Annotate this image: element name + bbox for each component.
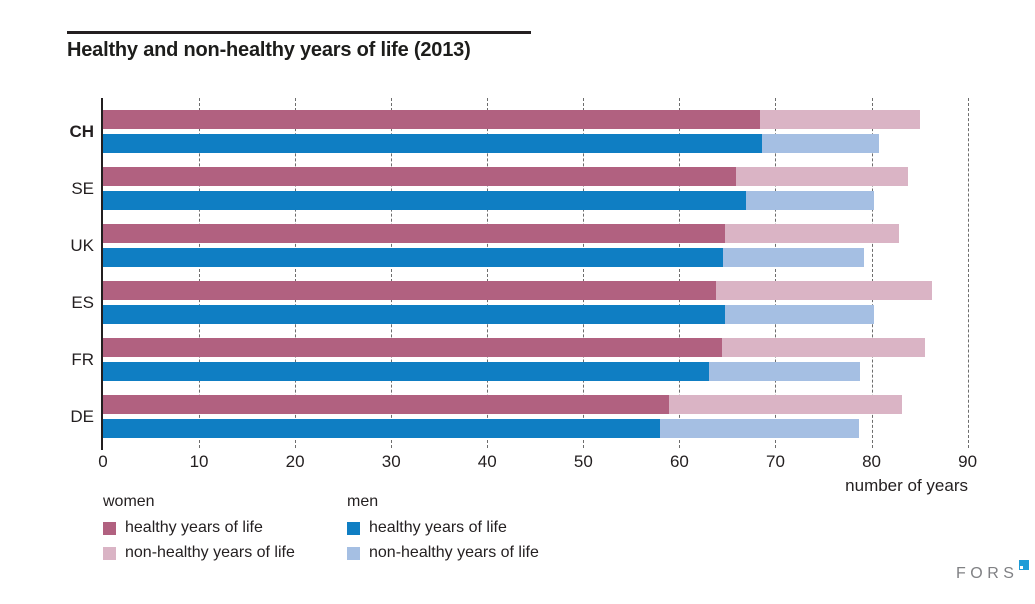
x-tick-label-10: 10 [189,452,209,471]
bar-se-women-healthy-segment [103,167,737,186]
bar-uk-women [103,224,900,243]
bar-de-men-healthy-segment [103,419,661,438]
legend-item-women-healthy: healthy years of life [103,518,263,538]
gridline-30 [391,98,393,448]
bar-es-women-non-healthy-segment [715,281,933,300]
gridline-10 [199,98,201,448]
gridline-40 [487,98,489,448]
legend-item-men-non-healthy: non-healthy years of life [347,543,539,563]
country-label-uk: UK [70,236,94,255]
bar-de-women [103,395,903,414]
legend-label: healthy years of life [125,519,263,536]
bar-es-women-healthy-segment [103,281,716,300]
bar-ch-men-non-healthy-segment [762,134,880,153]
legend-swatch-women_healthy [103,521,116,535]
x-tick-label-20: 20 [285,452,305,471]
bar-es-men-healthy-segment [103,305,725,324]
legend-group-title-men: men [347,493,379,510]
fors-logo-square-icon [1019,560,1030,570]
legend-swatch-men_healthy [347,521,360,535]
title-rule [67,31,531,34]
x-tick-label-80: 80 [862,452,882,471]
x-tick-label-50: 50 [573,452,593,471]
country-label-de: DE [70,407,94,426]
gridline-80 [871,98,873,448]
gridline-70 [775,98,777,448]
bar-uk-men-healthy-segment [103,248,723,267]
x-tick-label-90: 90 [958,452,978,471]
bar-fr-women [103,338,926,357]
country-label-fr: FR [71,350,94,369]
bar-uk-women-non-healthy-segment [724,224,900,243]
bar-uk-men-non-healthy-segment [722,248,864,267]
country-label-es: ES [71,293,94,312]
bar-se-men-healthy-segment [103,191,746,210]
gridline-60 [679,98,681,448]
bar-se-women-non-healthy-segment [736,167,909,186]
bar-es-women [103,281,933,300]
legend-item-men-healthy: healthy years of life [347,518,507,538]
bar-fr-women-healthy-segment [103,338,722,357]
legend-swatch-women_non_healthy [103,546,116,560]
country-label-ch: CH [69,122,94,141]
bar-ch-women-healthy-segment [103,110,761,129]
x-tick-label-70: 70 [766,452,785,471]
legend-item-women-non-healthy: non-healthy years of life [103,543,295,563]
gridline-50 [583,98,585,448]
legend-label: healthy years of life [369,519,507,536]
bar-fr-men [103,362,861,381]
x-tick-label-30: 30 [381,452,401,471]
gridline-20 [295,98,297,448]
plot-area: number of years 0 10 20 30 40 50 60 70 80 90 CH SE U… [69,98,991,495]
bar-ch-men [103,134,880,153]
bar-ch-men-healthy-segment [103,134,763,153]
bar-de-men [103,419,860,438]
x-tick-label-60: 60 [669,452,689,471]
gridline-90 [967,98,969,448]
y-axis-line [101,98,103,450]
bar-se-men-non-healthy-segment [745,191,875,210]
bar-ch-women-non-healthy-segment [760,110,920,129]
x-tick-label-40: 40 [477,452,497,471]
bar-se-women [103,167,909,186]
bar-de-men-non-healthy-segment [660,419,860,438]
chart-title: Healthy and non-healthy years of life (2… [67,39,471,61]
legend-swatch-men_non_healthy [347,546,360,560]
fors-logo: FORS [956,560,1030,583]
bar-ch-women [103,110,920,129]
bar-es-men [103,305,875,324]
x-tick-label-0: 0 [98,452,108,471]
bar-uk-men [103,248,864,267]
bar-uk-women-healthy-segment [103,224,725,243]
fors-logo-text: FORS [956,565,1019,582]
legend-label: non-healthy years of life [369,544,539,561]
bar-de-women-healthy-segment [103,395,669,414]
bar-fr-women-non-healthy-segment [721,338,926,357]
bar-fr-men-non-healthy-segment [709,362,861,381]
legend-label: non-healthy years of life [125,544,295,561]
bar-fr-men-healthy-segment [103,362,710,381]
x-axis-title: number of years [845,476,968,495]
bar-se-men [103,191,875,210]
bar-de-women-non-healthy-segment [668,395,903,414]
bar-es-men-non-healthy-segment [724,305,875,324]
country-label-se: SE [71,179,94,198]
legend-group-title-women: women [103,493,155,510]
